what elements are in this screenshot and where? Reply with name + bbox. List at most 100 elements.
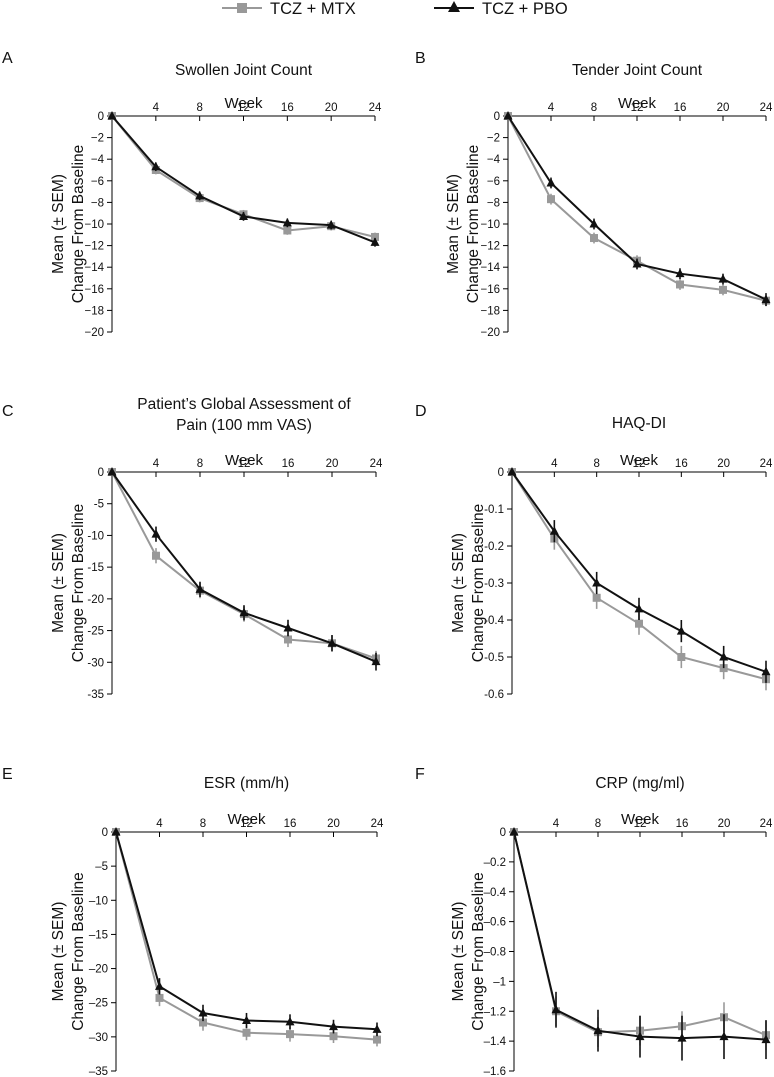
series-tcz-pbo [107,111,380,247]
panel-letter: F [415,766,425,783]
x-tick-label: 20 [717,102,730,114]
panel-letter: C [2,403,14,420]
data-point [107,111,117,120]
series-line [513,831,767,1037]
y-tick-label: −2 [487,133,500,145]
x-tick-label: 20 [326,458,339,470]
x-axis-label: Week [225,452,264,469]
data-point [507,467,517,476]
series-line [115,831,378,1041]
x-tick-label: 8 [593,458,599,470]
data-point [718,274,728,283]
data-point [551,1004,561,1014]
y-tick-label: -10 [87,530,104,542]
y-tick-label: −10 [480,219,500,231]
y-tick-label: –0.4 [484,887,507,899]
data-point [239,211,248,220]
y-tick-label: –10 [89,895,108,907]
y-tick-label: 0 [498,467,504,479]
y-tick-label: -15 [87,562,104,574]
y-tick-label: -0.3 [484,578,504,590]
series-line [507,115,767,301]
x-tick-label: 4 [156,818,163,830]
y-axis-label: Mean (± SEM) [450,533,467,633]
x-axis-label: Week [618,95,657,112]
x-tick-label: 12 [633,458,646,470]
y-tick-label: 0 [98,111,104,123]
data-point [372,1024,382,1033]
x-tick-label: 8 [197,458,203,470]
data-point [282,217,292,227]
y-tick-label: –5 [95,861,108,873]
y-tick-label: -30 [87,657,104,669]
x-axis-label: Week [620,452,659,469]
data-point [549,526,559,535]
series-tcz-mtx [508,468,770,691]
x-tick-label: 20 [718,818,731,830]
legend: TCZ + MTX TCZ + PBO [222,0,568,18]
y-tick-label: −8 [487,197,500,209]
data-point [155,981,164,990]
data-point [371,656,381,666]
series-tcz-mtx [108,112,379,242]
x-tick-label: 8 [200,818,206,830]
data-point [635,619,643,628]
data-point [155,993,164,1002]
data-point [283,623,293,632]
y-tick-label: –30 [89,1032,108,1044]
data-point [242,1028,251,1037]
data-point [635,1031,645,1041]
panel-letter: D [415,403,427,420]
y-axis-label: Mean (± SEM) [50,174,67,274]
panel-letter: A [2,50,13,67]
data-point [239,607,249,617]
data-point [151,161,161,171]
data-point [677,1033,687,1042]
data-point [592,593,601,602]
data-point [195,584,205,593]
y-tick-label: −14 [84,262,104,274]
y-axis-label: Change From Baseline [470,872,487,1031]
y-axis-label: Change From Baseline [470,504,487,663]
series-line [507,115,767,302]
x-tick-label: 8 [595,818,601,830]
panel-e: E ESR (mm/h) 4 8 12 16 20 24 Week 0 –5 –10 –15 –20 –25… [2,766,384,1077]
legend-label-tcz-pbo: TCZ + PBO [482,0,568,18]
y-axis-label: Change From Baseline [465,145,482,304]
panel-b: B Tender Joint Count 4 8 12 16 20 24 Week 0 −2 −4 −6… [415,50,773,339]
y-tick-label: −16 [480,284,500,296]
data-point [285,1016,295,1026]
x-tick-label: 24 [760,102,773,114]
y-tick-label: −6 [91,176,104,188]
x-tick-label: 20 [325,102,338,114]
x-tick-label: 24 [369,102,382,114]
data-point [284,635,292,644]
y-tick-label: −2 [91,133,104,145]
data-point [283,226,292,235]
y-tick-label: –1.4 [484,1036,507,1048]
series-tcz-mtx [504,112,770,307]
y-tick-label: -25 [87,626,104,638]
y-tick-label: –0.2 [484,857,506,869]
panel-title: HAQ-DI [612,415,666,432]
y-tick-label: −18 [480,305,500,317]
data-point [326,220,336,229]
x-axis-label: Week [621,811,660,828]
y-tick-label: 0 [494,111,500,123]
y-tick-label: 0 [102,827,108,839]
y-tick-label: −12 [480,241,500,253]
x-tick-label: 8 [196,102,202,114]
y-tick-label: −10 [84,219,104,231]
series-tcz-pbo [107,467,381,671]
data-point [151,529,161,538]
panel-title: Tender Joint Count [572,62,703,79]
panel-letter: B [415,50,426,67]
panel-title: ESR (mm/h) [204,775,289,792]
x-tick-label: 4 [153,102,160,114]
y-tick-label: −4 [487,154,501,166]
data-point [634,603,644,613]
series-line [111,115,376,244]
y-tick-label: -0.2 [484,541,504,553]
y-axis-label: Mean (± SEM) [50,533,67,633]
